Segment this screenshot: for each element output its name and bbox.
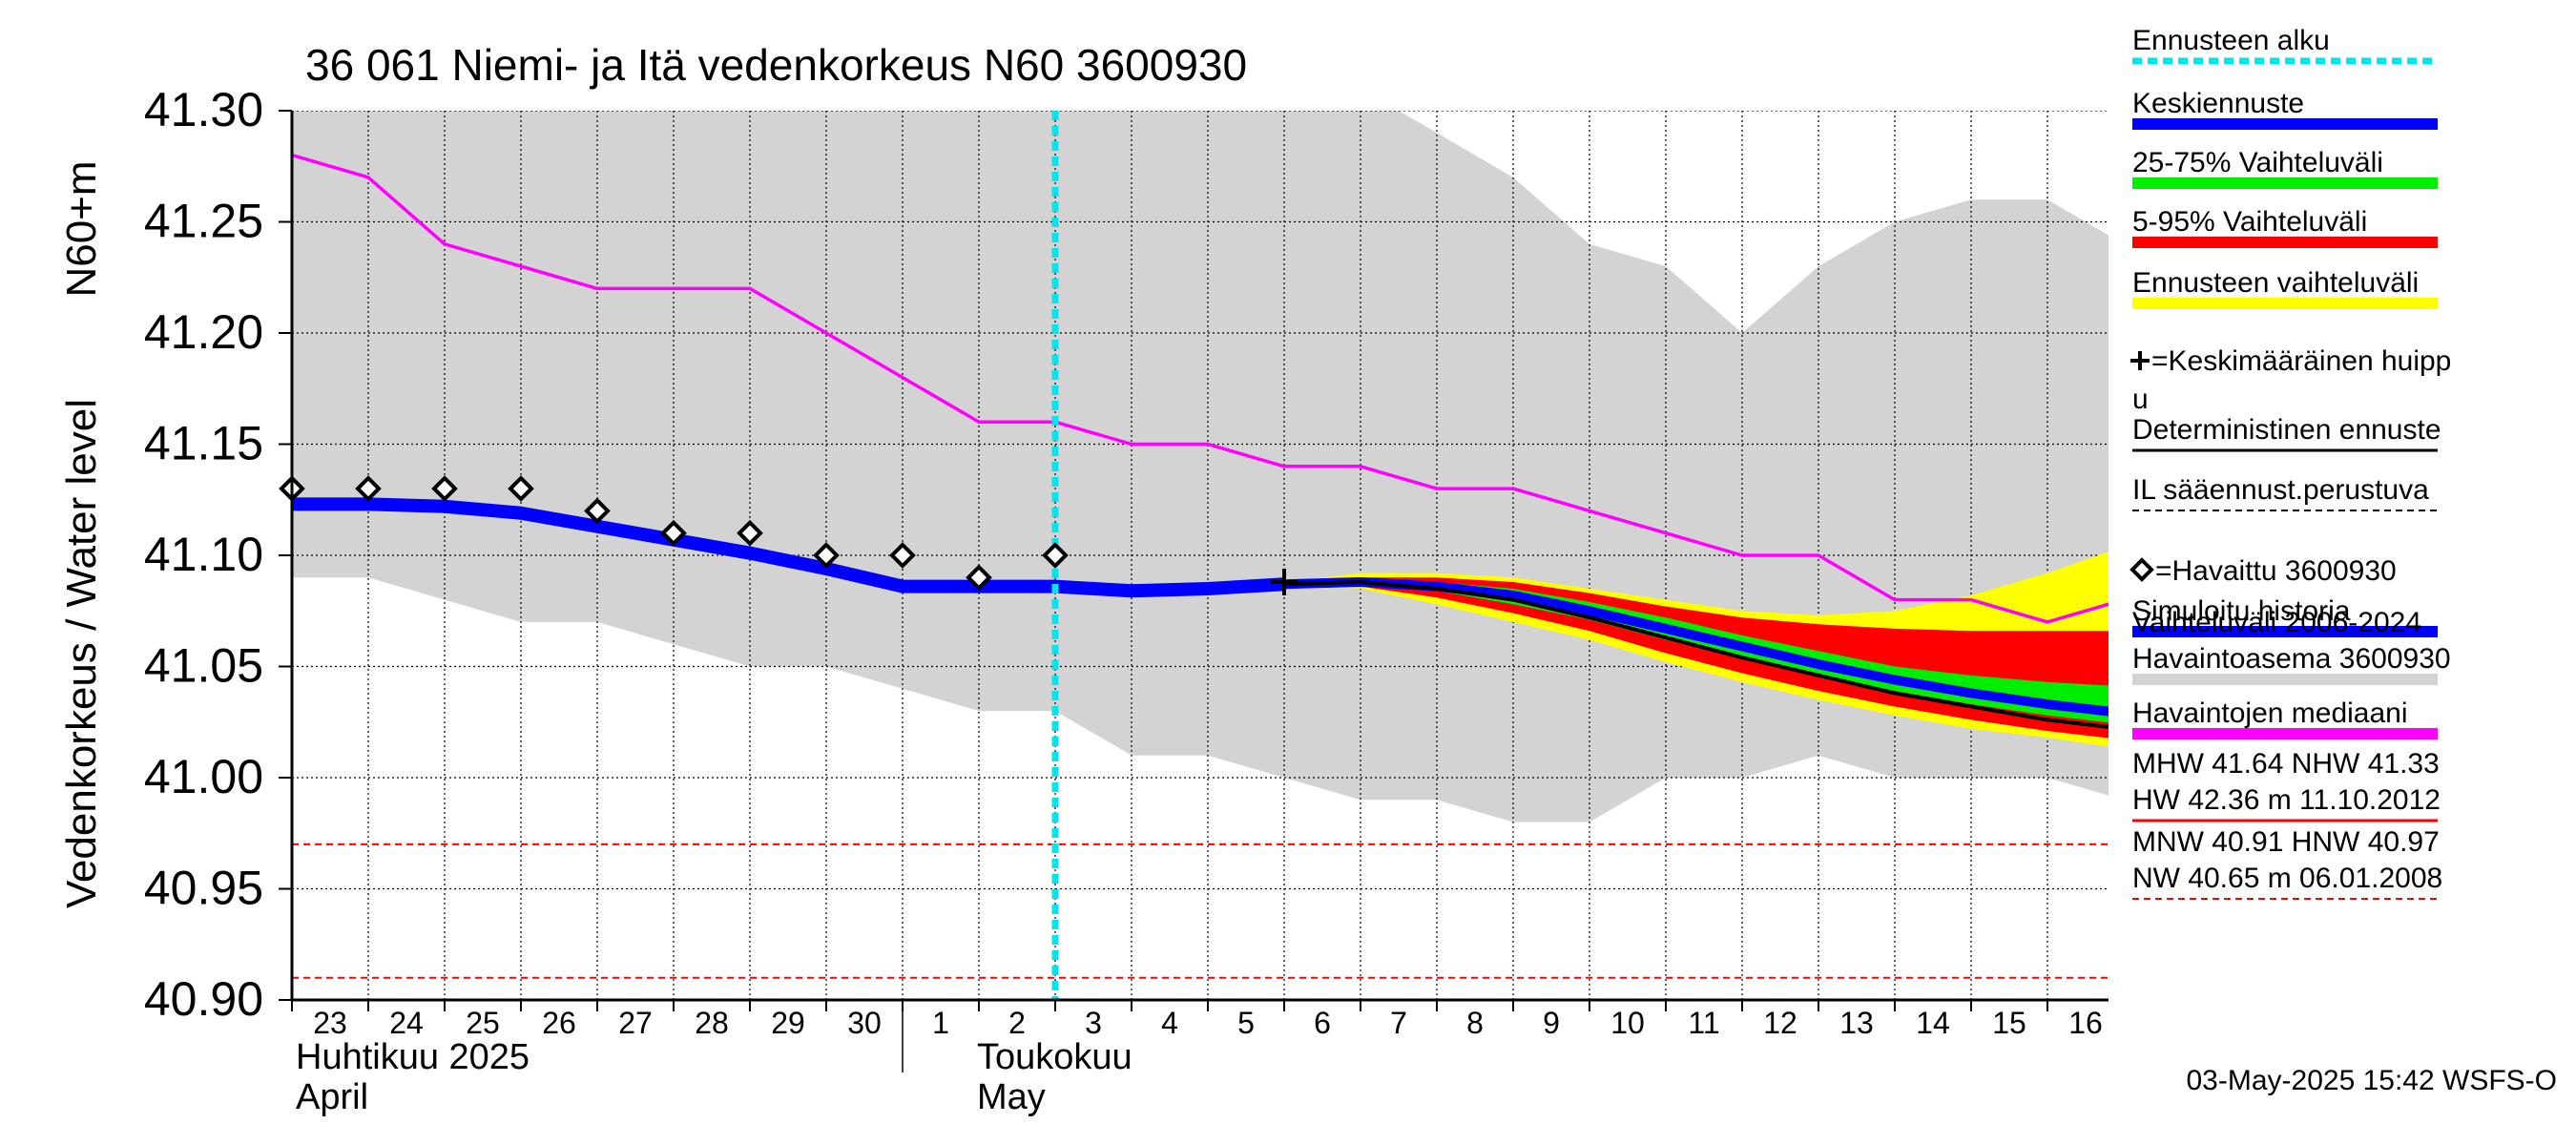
y-tick-label: 41.25 bbox=[144, 195, 263, 248]
legend-label: Vaihteluväli 2006-2024 bbox=[2132, 607, 2421, 638]
legend-label: =Keskimääräinen huipp bbox=[2151, 345, 2451, 377]
legend-label: =Havaittu 3600930 bbox=[2155, 555, 2397, 587]
x-tick-label: 11 bbox=[1688, 1006, 1719, 1040]
legend-label: MNW 40.91 HNW 40.97 bbox=[2132, 826, 2440, 858]
observed-point bbox=[813, 542, 840, 569]
legend-label: MHW 41.64 NHW 41.33 bbox=[2132, 748, 2440, 780]
y-tick-label: 40.95 bbox=[144, 862, 263, 915]
x-tick-label: 27 bbox=[618, 1006, 653, 1040]
y-tick-label: 41.15 bbox=[144, 417, 263, 470]
simulated-history-line bbox=[292, 497, 1285, 598]
x-tick-label: 23 bbox=[313, 1006, 347, 1040]
y-tick-label: 40.90 bbox=[144, 972, 263, 1026]
legend-label: Deterministinen ennuste bbox=[2132, 414, 2441, 446]
y-tick-label: 41.05 bbox=[144, 639, 263, 693]
plot-area bbox=[279, 111, 2109, 1000]
y-axis-unit: N60+m bbox=[58, 160, 105, 297]
legend-label-line2: HW 42.36 m 11.10.2012 bbox=[2132, 784, 2441, 816]
y-tick-label: 41.00 bbox=[144, 750, 263, 803]
x-tick-label: 24 bbox=[389, 1006, 424, 1040]
legend-label: Keskiennuste bbox=[2132, 88, 2304, 119]
observed-point bbox=[431, 475, 458, 502]
x-tick-label: 25 bbox=[466, 1006, 500, 1040]
x-tick-label: 2 bbox=[1008, 1006, 1026, 1040]
x-tick-label: 13 bbox=[1839, 1006, 1874, 1040]
observed-point bbox=[584, 497, 611, 525]
x-tick-label: 6 bbox=[1314, 1006, 1331, 1040]
deterministic-forecast-line bbox=[1283, 579, 2109, 729]
x-tick-label: 30 bbox=[847, 1006, 882, 1040]
x-tick-label: 5 bbox=[1237, 1006, 1255, 1040]
x-tick-label: 10 bbox=[1610, 1006, 1645, 1040]
legend-label-line2: NW 40.65 m 06.01.2008 bbox=[2132, 863, 2442, 894]
legend-label: Ennusteen vaihteluväli bbox=[2132, 267, 2419, 299]
month-label-fi: Toukokuu bbox=[977, 1037, 1132, 1077]
observed-point bbox=[1042, 542, 1069, 569]
month-label-en: May bbox=[977, 1077, 1046, 1117]
legend-label: Simuloitu historia bbox=[2132, 595, 2351, 627]
x-tick-label: 16 bbox=[2068, 1006, 2103, 1040]
x-tick-label: 3 bbox=[1085, 1006, 1102, 1040]
observed-point bbox=[355, 475, 382, 502]
x-tick-label: 8 bbox=[1466, 1006, 1484, 1040]
month-label-en: April bbox=[296, 1077, 368, 1117]
x-tick-label: 1 bbox=[932, 1006, 949, 1040]
legend-label: Havaintojen mediaani bbox=[2132, 697, 2408, 729]
legend-label: 25-75% Vaihteluväli bbox=[2132, 147, 2383, 178]
month-label-fi: Huhtikuu 2025 bbox=[296, 1037, 530, 1077]
p25-75-band bbox=[1284, 579, 2109, 723]
plot-clip-group bbox=[292, 111, 2109, 1000]
legend-label: IL sääennust.perustuva bbox=[2132, 474, 2429, 506]
observed-point bbox=[737, 519, 763, 547]
chart-title: 36 061 Niemi- ja Itä vedenkorkeus N60 36… bbox=[305, 40, 1247, 90]
y-tick-label: 41.10 bbox=[144, 528, 263, 581]
p5-95-band bbox=[1284, 577, 2109, 739]
observed-median-line bbox=[292, 153, 2109, 624]
legend-label-line2: u bbox=[2132, 384, 2149, 415]
legend: Ennusteen alku Keskiennuste 25-75% Vaihtel… bbox=[2129, 25, 2451, 900]
legend-marker-plus bbox=[2130, 351, 2150, 370]
y-axis-label: Vedenkorkeus / Water level bbox=[58, 399, 105, 908]
legend-label-line2: Havaintoasema 3600930 bbox=[2132, 643, 2451, 675]
x-tick-label: 7 bbox=[1390, 1006, 1407, 1040]
x-tick-label: 9 bbox=[1543, 1006, 1560, 1040]
observed-point bbox=[660, 519, 687, 547]
legend-label: 5-95% Vaihteluväli bbox=[2132, 206, 2367, 238]
x-tick-label: 29 bbox=[771, 1006, 805, 1040]
axes: 41.30 41.25 41.20 41.15 41.10 41.05 41.00 40.95… bbox=[144, 83, 2109, 1117]
y-tick-label: 41.20 bbox=[144, 305, 263, 359]
observed-point bbox=[508, 475, 534, 502]
footer-timestamp: 03-May-2025 15:42 WSFS-O bbox=[2187, 1065, 2558, 1096]
x-tick-label: 28 bbox=[695, 1006, 729, 1040]
x-tick-label: 15 bbox=[1992, 1006, 2026, 1040]
legend-label: Ennusteen alku bbox=[2132, 25, 2330, 56]
mean-peak-marker bbox=[1271, 568, 1298, 595]
x-tick-label: 26 bbox=[542, 1006, 576, 1040]
observed-point bbox=[889, 542, 916, 569]
y-tick-label: 41.30 bbox=[144, 83, 263, 136]
x-tick-label: 12 bbox=[1763, 1006, 1797, 1040]
x-tick-label: 14 bbox=[1916, 1006, 1950, 1040]
observed-point bbox=[966, 564, 992, 592]
x-tick-label: 4 bbox=[1161, 1006, 1178, 1040]
legend-marker-diamond bbox=[2129, 557, 2154, 582]
